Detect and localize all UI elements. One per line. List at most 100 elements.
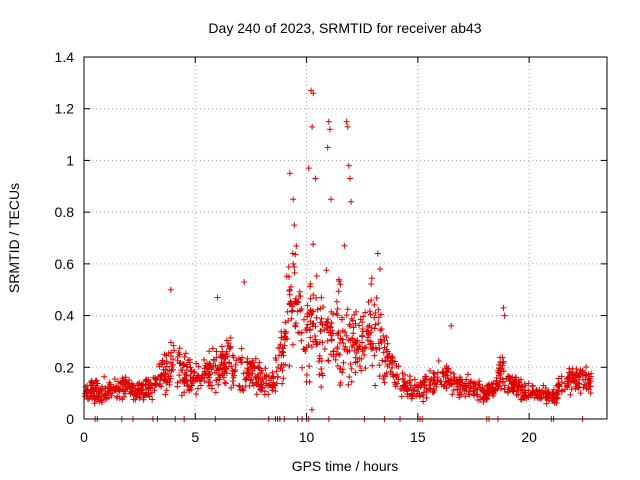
data-point xyxy=(291,263,298,270)
data-point xyxy=(351,347,358,354)
data-point xyxy=(378,339,385,346)
data-point xyxy=(400,376,407,383)
data-point xyxy=(515,391,522,398)
data-point-peak xyxy=(344,123,351,130)
data-point xyxy=(431,387,438,394)
data-point xyxy=(181,353,188,360)
data-point xyxy=(371,325,378,332)
data-point xyxy=(438,381,445,388)
data-point xyxy=(238,345,245,352)
data-point xyxy=(122,388,129,395)
data-point xyxy=(313,314,320,321)
data-point xyxy=(138,389,145,396)
data-point xyxy=(240,387,247,394)
data-point xyxy=(255,375,262,382)
axis-ticks: 0 5 10 15 20 0 0.2 0.4 0.6 0.8 1 1.2 1.4 xyxy=(55,49,607,445)
data-point xyxy=(91,400,98,407)
data-point xyxy=(208,385,215,392)
data-point xyxy=(334,362,341,369)
data-point xyxy=(163,360,170,367)
data-point xyxy=(310,241,317,248)
data-point xyxy=(381,372,388,379)
data-point xyxy=(323,267,330,274)
data-point xyxy=(369,345,376,352)
data-point-peak xyxy=(348,198,355,205)
data-point xyxy=(517,396,524,403)
data-point xyxy=(386,361,393,368)
data-point xyxy=(558,388,565,395)
data-point xyxy=(546,392,553,399)
data-point xyxy=(334,344,341,351)
data-point xyxy=(340,340,347,347)
data-point xyxy=(380,332,387,339)
data-point-peak xyxy=(214,294,221,301)
data-point xyxy=(262,365,269,372)
data-point xyxy=(398,393,405,400)
data-point-peak xyxy=(167,286,174,293)
data-point xyxy=(446,381,453,388)
data-point xyxy=(163,387,170,394)
data-point xyxy=(182,350,189,357)
data-point xyxy=(333,310,340,317)
data-point xyxy=(220,362,227,369)
data-point xyxy=(475,382,482,389)
data-point xyxy=(350,324,357,331)
data-point xyxy=(490,386,497,393)
data-point xyxy=(543,400,550,407)
data-point xyxy=(343,312,350,319)
data-point xyxy=(144,377,151,384)
data-point xyxy=(532,390,539,397)
data-point xyxy=(174,379,181,386)
data-point xyxy=(500,368,507,375)
data-point xyxy=(247,360,254,367)
data-point xyxy=(169,366,176,373)
data-point xyxy=(320,304,327,311)
data-point xyxy=(176,372,183,379)
data-point xyxy=(352,359,359,366)
data-point xyxy=(362,365,369,372)
data-point xyxy=(306,283,313,290)
data-point xyxy=(287,298,294,305)
data-point xyxy=(158,372,165,379)
data-point xyxy=(99,383,106,390)
data-point xyxy=(187,364,194,371)
data-point xyxy=(194,385,201,392)
data-point xyxy=(339,366,346,373)
data-point xyxy=(223,348,230,355)
data-point xyxy=(103,395,110,402)
data-point xyxy=(358,367,365,374)
data-point xyxy=(273,368,280,375)
data-point xyxy=(577,390,584,397)
data-point xyxy=(468,377,475,384)
data-point xyxy=(381,344,388,351)
data-point xyxy=(388,355,395,362)
data-point xyxy=(281,328,288,335)
data-point xyxy=(368,324,375,331)
data-point xyxy=(308,406,315,413)
data-point xyxy=(579,367,586,374)
data-point xyxy=(533,392,540,399)
data-point xyxy=(359,326,366,333)
data-point xyxy=(562,380,569,387)
data-point xyxy=(387,368,394,375)
data-point xyxy=(111,375,118,382)
data-point-peak xyxy=(286,170,293,177)
data-point xyxy=(114,378,121,385)
data-point xyxy=(130,382,137,389)
data-point xyxy=(288,299,295,306)
data-point xyxy=(255,363,262,370)
data-point xyxy=(347,360,354,367)
data-point xyxy=(471,388,478,395)
data-point xyxy=(375,306,382,313)
data-point xyxy=(358,339,365,346)
y-tick-label: 0.8 xyxy=(55,204,75,220)
data-point xyxy=(392,358,399,365)
data-point xyxy=(303,371,310,378)
data-point xyxy=(567,379,574,386)
data-point xyxy=(387,357,394,364)
data-point xyxy=(92,396,99,403)
data-point xyxy=(373,294,380,301)
data-point xyxy=(444,372,451,379)
data-point xyxy=(394,371,401,378)
data-point xyxy=(361,344,368,351)
